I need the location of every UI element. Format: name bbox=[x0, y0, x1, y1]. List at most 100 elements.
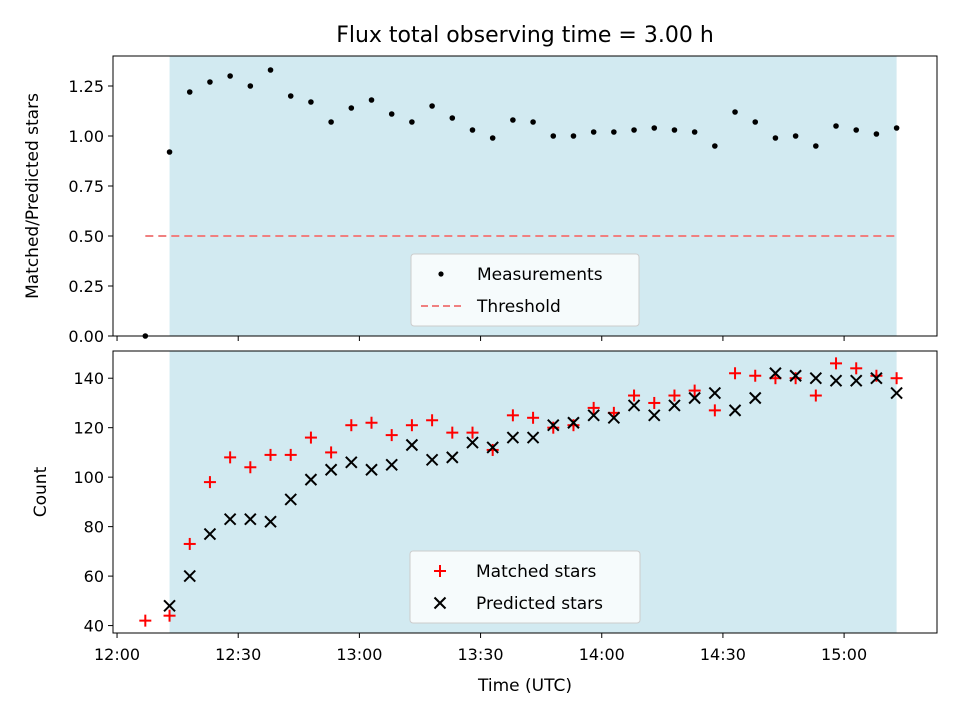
legend-predicted-marker bbox=[433, 596, 447, 610]
xtick-label: 13:00 bbox=[336, 645, 382, 664]
matched-point bbox=[244, 461, 257, 474]
matched-point bbox=[163, 609, 176, 622]
predicted-point bbox=[809, 372, 823, 385]
measurement-point bbox=[388, 111, 395, 117]
top-axes-frame bbox=[112, 55, 938, 337]
measurement-point bbox=[207, 79, 213, 85]
predicted-point-b bbox=[284, 493, 297, 506]
matched-point bbox=[345, 419, 358, 432]
predicted-point-b bbox=[466, 436, 479, 449]
measurement-point bbox=[833, 123, 839, 129]
top-x-ticks bbox=[116, 336, 845, 341]
predicted-point bbox=[567, 416, 580, 429]
matched-point bbox=[224, 451, 237, 464]
predicted-point bbox=[264, 515, 277, 528]
predicted-point-b bbox=[405, 438, 419, 452]
matched-point bbox=[264, 448, 277, 461]
xtick-label: 14:30 bbox=[700, 645, 746, 664]
top-ytick-label: 1.25 bbox=[68, 77, 104, 96]
matched-point bbox=[648, 396, 661, 409]
measurement-point bbox=[611, 129, 617, 135]
predicted-point-b bbox=[829, 374, 843, 387]
legend-predicted-label: Predicted stars bbox=[476, 594, 603, 614]
bottom-y-axis-label: Count bbox=[31, 466, 51, 517]
predicted-point-b bbox=[607, 411, 621, 424]
matched-point bbox=[830, 357, 843, 370]
predicted-point-b bbox=[567, 416, 580, 429]
predicted-point-b bbox=[486, 441, 499, 454]
matched-point bbox=[426, 414, 439, 427]
measurement-point bbox=[368, 97, 375, 103]
bottom-ytick-label: 140 bbox=[73, 369, 104, 388]
predicted-point bbox=[526, 431, 540, 444]
matched-point bbox=[304, 431, 317, 444]
top-ytick-label: 0.75 bbox=[68, 177, 104, 196]
predicted-point bbox=[829, 374, 843, 387]
measurement-point bbox=[308, 99, 314, 105]
legend-matched-marker bbox=[434, 565, 446, 577]
measurement-point bbox=[348, 105, 355, 111]
predicted-point bbox=[405, 438, 419, 452]
predicted-point bbox=[648, 409, 661, 422]
xtick-label: 14:00 bbox=[579, 645, 625, 664]
matched-point bbox=[486, 443, 499, 456]
top-panel: 0.00 0.25 0.50 0.75 1.00 1.25 Matched/Predict… bbox=[23, 55, 938, 346]
matched-point bbox=[708, 404, 721, 417]
matched-point bbox=[446, 426, 459, 439]
bottom-ytick-label: 100 bbox=[73, 468, 104, 487]
predicted-point-b bbox=[526, 431, 540, 444]
measurement-point bbox=[752, 119, 759, 125]
top-ytick-label: 0.00 bbox=[68, 327, 104, 346]
predicted-point-b bbox=[223, 513, 237, 526]
predicted-point bbox=[769, 367, 782, 380]
matched-point bbox=[385, 429, 398, 442]
top-legend: Measurements Threshold bbox=[410, 253, 640, 327]
legend-predicted-glyph bbox=[433, 596, 447, 610]
predicted-point bbox=[668, 399, 681, 412]
predicted-point bbox=[163, 599, 176, 612]
bottom-y-ticks: 40 60 80 100 120 140 bbox=[73, 369, 113, 636]
measurement-point bbox=[449, 115, 456, 121]
predicted-point-b bbox=[506, 431, 520, 444]
bottom-legend-box bbox=[409, 550, 641, 624]
legend-measurements-marker bbox=[438, 271, 444, 277]
measurement-point bbox=[530, 119, 536, 125]
matched-point bbox=[809, 389, 822, 402]
measurement-points bbox=[142, 67, 900, 339]
predicted-point bbox=[425, 453, 439, 467]
bottom-ytick-label: 40 bbox=[84, 617, 104, 636]
measurement-point bbox=[631, 127, 637, 133]
matched-point bbox=[688, 384, 701, 397]
measurement-point bbox=[570, 133, 577, 139]
top-y-ticks: 0.00 0.25 0.50 0.75 1.00 1.25 bbox=[68, 77, 113, 346]
bottom-legend: Matched stars Predicted stars bbox=[409, 550, 641, 624]
measurement-point bbox=[651, 125, 658, 131]
figure-title: Flux total observing time = 3.00 h bbox=[336, 23, 714, 48]
predicted-point-b bbox=[385, 458, 398, 471]
matched-point bbox=[587, 401, 600, 414]
predicted-point-b bbox=[789, 369, 802, 382]
predicted-point-b bbox=[264, 515, 277, 528]
measurement-point bbox=[429, 103, 435, 109]
predicted-point-b bbox=[587, 409, 600, 422]
matched-point bbox=[870, 369, 883, 382]
predicted-point bbox=[688, 391, 701, 405]
predicted-point bbox=[506, 431, 520, 444]
matched-point bbox=[183, 537, 196, 550]
measurement-point bbox=[550, 133, 557, 139]
measurement-point bbox=[671, 127, 678, 133]
predicted-point-b bbox=[345, 456, 358, 469]
legend-matched-label: Matched stars bbox=[476, 562, 596, 582]
predicted-point-b bbox=[688, 391, 701, 405]
predicted-point-b bbox=[163, 599, 176, 612]
matched-point bbox=[284, 448, 297, 461]
measurement-point bbox=[853, 127, 860, 133]
matched-point bbox=[325, 446, 338, 459]
matched-point bbox=[850, 362, 863, 375]
bottom-axes-frame bbox=[112, 350, 938, 634]
legend-predicted-glyph-b bbox=[433, 596, 447, 610]
predicted-point bbox=[890, 386, 903, 400]
predicted-point bbox=[446, 451, 459, 464]
bottom-ytick-label: 80 bbox=[84, 518, 104, 537]
